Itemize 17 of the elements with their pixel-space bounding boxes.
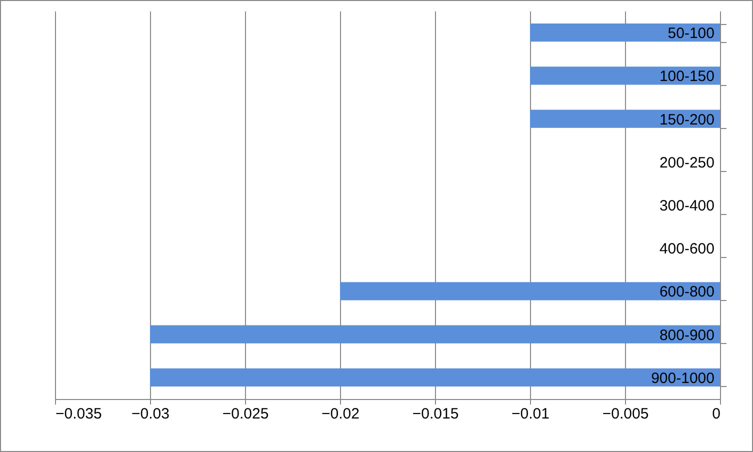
x-tick-label: −0.01 [512,406,550,422]
y-tick-label: 200-250 [659,154,714,172]
y-tick-label: 100-150 [659,68,714,86]
y-tick-label: 400-600 [659,240,714,258]
y-tick-label: 800-900 [659,326,714,344]
x-tick-label: −0.03 [132,406,170,422]
y-tick-label: 300-400 [659,198,714,214]
x-tick-label: −0.005 [602,406,649,422]
x-tick-label: −0.02 [322,406,360,422]
x-tick-label: −0.025 [222,406,269,422]
x-tick-label: 0 [712,406,720,422]
y-tick-label: 600-800 [659,284,714,301]
y-tick-label: 50-100 [668,25,714,42]
x-tick-label: −0.015 [412,406,459,422]
y-tick-label: 150-200 [659,111,714,128]
y-tick-label: 900-1000 [651,370,714,387]
x-tick-label: −0.035 [56,406,102,422]
